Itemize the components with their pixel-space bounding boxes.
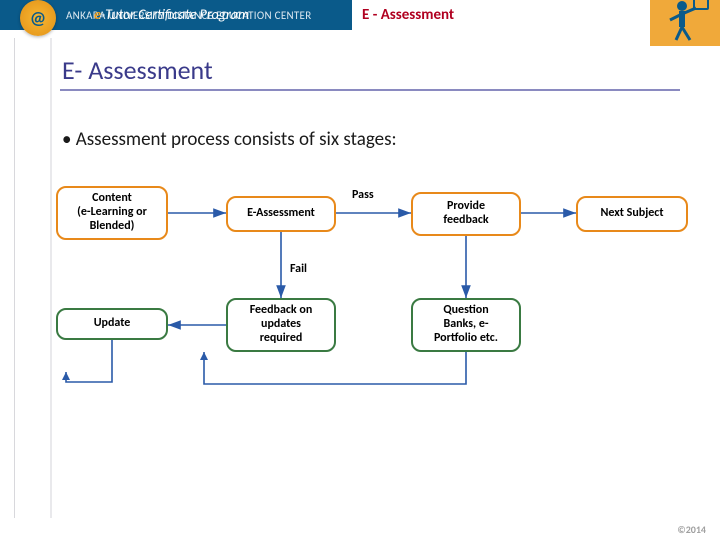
copyright: ©2014 <box>677 523 706 536</box>
node-next: Next Subject <box>576 196 688 232</box>
mascot-panel <box>650 0 720 46</box>
node-feedback: Feedback onupdatesrequired <box>226 298 336 352</box>
node-eassess: E-Assessment <box>226 196 336 232</box>
program-e: e <box>94 6 101 23</box>
node-content: Content(e-Learning orBlended) <box>56 186 168 240</box>
edge-label: Fail <box>290 262 307 276</box>
node-question: QuestionBanks, e-Portfolio etc. <box>411 298 521 352</box>
header-topic: E - Assessment <box>352 0 652 30</box>
page-title: E- Assessment <box>60 54 680 91</box>
left-rule <box>14 38 15 518</box>
mascot-icon <box>662 0 710 42</box>
flowchart: Content(e-Learning orBlended) E-Assessmen… <box>56 186 696 416</box>
intro-bullet: • Assessment process consists of six sta… <box>62 128 397 151</box>
header-topic-text: E - Assessment <box>362 6 454 24</box>
program-rest: -Tutor Certificate Program <box>101 6 249 23</box>
left-rule-2 <box>50 38 52 518</box>
logo-badge: @ <box>20 0 56 36</box>
node-provide: Providefeedback <box>411 192 521 236</box>
node-update: Update <box>56 308 168 340</box>
edge-label: Pass <box>352 188 374 202</box>
program-title: e-Tutor Certificate Program <box>64 6 249 23</box>
